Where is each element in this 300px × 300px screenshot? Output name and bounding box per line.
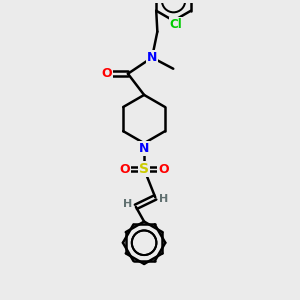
Text: N: N <box>139 142 149 155</box>
Text: N: N <box>147 51 157 64</box>
Text: S: S <box>139 162 149 176</box>
Text: Cl: Cl <box>169 18 182 31</box>
Text: H: H <box>159 194 168 204</box>
Text: O: O <box>120 163 130 176</box>
Text: O: O <box>158 163 169 176</box>
Text: O: O <box>101 67 112 80</box>
Text: H: H <box>123 200 132 209</box>
